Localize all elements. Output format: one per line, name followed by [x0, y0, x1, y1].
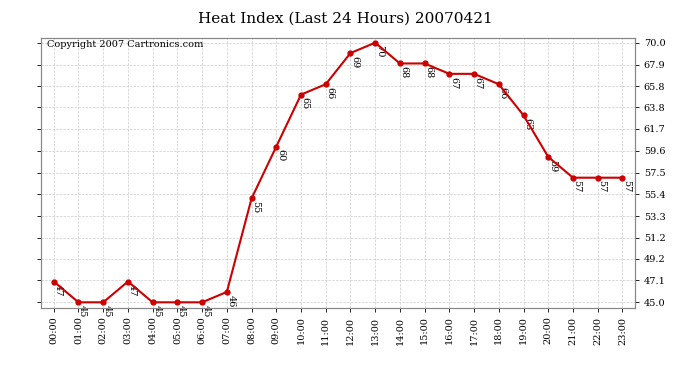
Text: 55: 55	[251, 201, 260, 213]
Text: 63: 63	[523, 118, 532, 130]
Text: 69: 69	[350, 56, 359, 68]
Text: 68: 68	[424, 66, 433, 78]
Text: 57: 57	[573, 180, 582, 193]
Text: 45: 45	[177, 305, 186, 318]
Text: 68: 68	[400, 66, 408, 78]
Text: 57: 57	[622, 180, 631, 193]
Text: 45: 45	[152, 305, 161, 318]
Text: Heat Index (Last 24 Hours) 20070421: Heat Index (Last 24 Hours) 20070421	[197, 11, 493, 25]
Text: 67: 67	[449, 76, 458, 89]
Text: 47: 47	[53, 284, 62, 297]
Text: 45: 45	[78, 305, 87, 318]
Text: 45: 45	[103, 305, 112, 318]
Text: 66: 66	[326, 87, 335, 99]
Text: 66: 66	[498, 87, 507, 99]
Text: 67: 67	[474, 76, 483, 89]
Text: 45: 45	[201, 305, 210, 318]
Text: 46: 46	[226, 295, 235, 307]
Text: 59: 59	[548, 160, 557, 172]
Text: 57: 57	[598, 180, 607, 193]
Text: Copyright 2007 Cartronics.com: Copyright 2007 Cartronics.com	[48, 40, 204, 49]
Text: 47: 47	[128, 284, 137, 297]
Text: 65: 65	[301, 98, 310, 109]
Text: 70: 70	[375, 45, 384, 58]
Text: 60: 60	[276, 149, 285, 162]
